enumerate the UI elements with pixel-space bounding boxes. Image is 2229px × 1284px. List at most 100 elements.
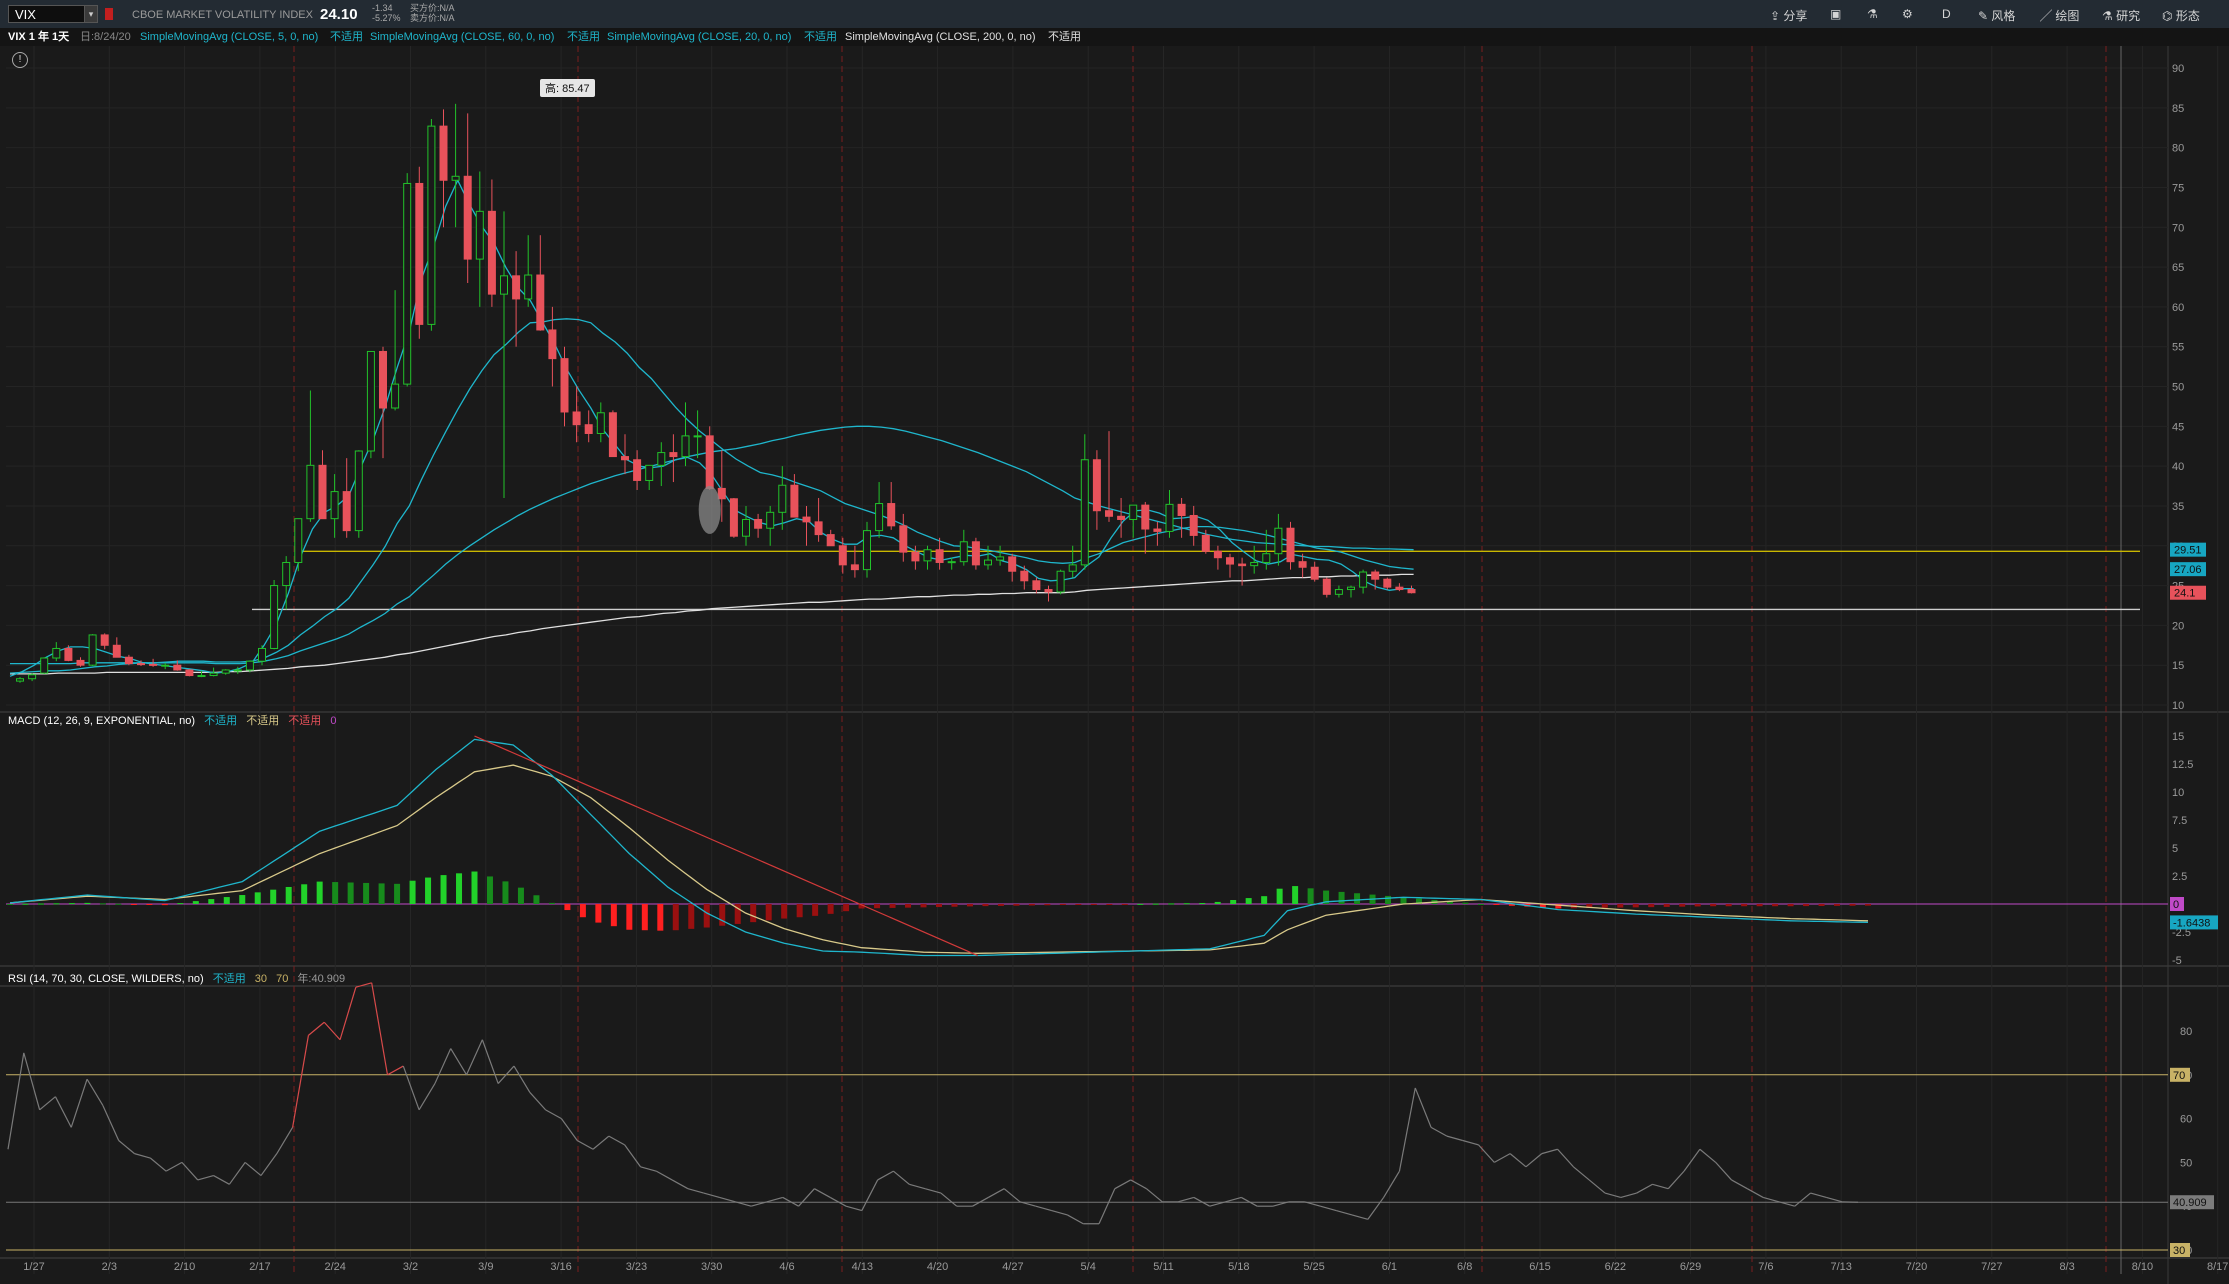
symbol-input[interactable]: VIX <box>8 5 98 23</box>
macd-histogram-bar <box>99 903 106 905</box>
gear-icon[interactable]: ⚙ <box>1902 7 1913 21</box>
date-tick-label: 4/20 <box>927 1261 948 1273</box>
rsi-segment <box>1747 1188 1764 1198</box>
study-sma5[interactable]: SimpleMovingAvg (CLOSE, 5, 0, no) <box>140 31 319 43</box>
price-tick-label: 70 <box>2172 222 2184 234</box>
symbol-dropdown-button[interactable]: ▾ <box>84 5 98 23</box>
candle-body <box>935 549 944 563</box>
study-sma60[interactable]: SimpleMovingAvg (CLOSE, 60, 0, no) <box>370 31 555 43</box>
macd-histogram-bar <box>533 895 540 904</box>
macd-tag <box>2170 897 2184 911</box>
macd-histogram-bar <box>874 904 881 909</box>
candle-body <box>1201 534 1210 552</box>
candle-body <box>560 358 569 413</box>
patterns-button[interactable]: ⌬ 形态 <box>2162 9 2200 23</box>
rsi-segment <box>513 1065 531 1093</box>
candle-body <box>282 561 291 587</box>
macd-histogram-bar <box>1106 904 1113 905</box>
style-button[interactable]: ✎ 风格 <box>1978 9 2016 23</box>
rsi-segment <box>1652 1183 1669 1190</box>
macd-label[interactable]: MACD (12, 26, 9, EXPONENTIAL, no) <box>8 715 196 727</box>
macd-histogram-bar <box>1354 893 1361 904</box>
macd-histogram-bar <box>1230 900 1237 904</box>
candle-body <box>863 530 871 571</box>
price-tick-label: 65 <box>2172 262 2184 274</box>
candle-body <box>16 678 24 682</box>
pattern-icon: ⌬ <box>2162 9 2173 23</box>
flask-study-icon: ⚗ <box>2102 9 2113 23</box>
rsi-segment <box>1636 1183 1653 1194</box>
candle-body <box>1383 578 1392 588</box>
candle-body <box>1238 563 1247 567</box>
rsi-segment <box>228 1162 246 1185</box>
macd-histogram-bar <box>1090 904 1097 905</box>
timeframe-button[interactable]: D <box>1942 7 1951 21</box>
macd-histogram-bar <box>1725 904 1732 907</box>
date-tick-label: 4/13 <box>852 1261 873 1273</box>
rsi-label[interactable]: RSI (14, 70, 30, CLOSE, WILDERS, no) <box>8 973 204 985</box>
macd-histogram-bar <box>1276 888 1283 904</box>
date-tick-label: 7/6 <box>1758 1261 1773 1273</box>
macd-histogram-bar <box>378 883 385 904</box>
study-sma200[interactable]: SimpleMovingAvg (CLOSE, 200, 0, no) <box>845 31 1036 43</box>
macd-histogram-bar <box>332 882 339 904</box>
price-tick-label: 20 <box>2172 620 2184 632</box>
macd-histogram-bar <box>1446 901 1453 904</box>
macd-histogram-bar <box>905 904 912 908</box>
rsi-segment <box>70 1078 88 1128</box>
rsi-segment <box>893 1170 910 1185</box>
candle-body <box>487 210 496 295</box>
drawing-button[interactable]: ╱ 绘图 <box>2040 9 2080 23</box>
candle-body <box>621 456 629 461</box>
rsi-segment <box>560 1118 578 1141</box>
macd-histogram-bar <box>1741 904 1748 907</box>
candle-body <box>959 541 968 563</box>
chart-timeframe-label[interactable]: VIX 1 年 1天 <box>8 31 70 43</box>
flask-icon[interactable]: ⚗ <box>1867 7 1878 21</box>
macd-histogram-bar <box>316 881 323 904</box>
flag-icon[interactable] <box>105 8 113 20</box>
date-tick-label: 3/30 <box>701 1261 722 1273</box>
macd-histogram-bar <box>1694 904 1701 907</box>
rsi-segment <box>1051 1210 1068 1216</box>
macd-histogram-bar <box>1834 904 1841 906</box>
candle-body <box>1129 504 1138 520</box>
info-icon[interactable]: ! <box>12 52 28 68</box>
macd-histogram-bar <box>22 903 29 905</box>
rsi-tag-label: 30 <box>2173 1245 2185 1257</box>
rsi-segment <box>165 1161 183 1172</box>
rsi-segment <box>1430 1126 1448 1137</box>
rsi-segment <box>1731 1179 1748 1190</box>
macd-histogram-bar <box>223 897 230 904</box>
candle-body <box>1213 550 1222 559</box>
candle-body <box>1068 564 1077 572</box>
date-tick-label: 3/16 <box>550 1261 571 1273</box>
macd-histogram-bar <box>486 876 493 904</box>
macd-tick-label: 15 <box>2172 731 2184 743</box>
macd-histogram-bar <box>502 881 509 904</box>
macd-histogram-bar <box>1261 896 1268 904</box>
candle-body <box>1395 586 1404 591</box>
date-tick-label: 5/11 <box>1153 1261 1174 1273</box>
date-tick-label: 8/3 <box>2059 1261 2074 1273</box>
candle-body <box>536 274 545 331</box>
rsi-segment <box>497 1065 515 1084</box>
grid-layout-icon[interactable]: ▣ <box>1830 7 1842 21</box>
rsi-segment <box>751 1201 768 1207</box>
candle-body <box>209 672 218 677</box>
candle-body <box>996 556 1005 561</box>
date-tick-label: 6/22 <box>1605 1261 1626 1273</box>
study-sma20[interactable]: SimpleMovingAvg (CLOSE, 20, 0, no) <box>607 31 792 43</box>
macd-histogram-bar <box>37 903 44 905</box>
macd-histogram-bar <box>1168 903 1175 905</box>
macd-tag-label: 0 <box>2173 899 2179 911</box>
rsi-segment <box>1446 1135 1463 1142</box>
price-tick-label: 80 <box>2172 143 2184 155</box>
macd-histogram-bar <box>750 904 757 923</box>
chart-area[interactable]: 1/27 2/3 2/10 2/17 2/24 3/2 3/9 3/16 3/23 3/30 4/6… <box>0 46 2229 1284</box>
studies-button[interactable]: ⚗ 研究 <box>2102 9 2141 23</box>
share-button[interactable]: ⇪ 分享 <box>1770 9 1808 23</box>
candle-body <box>669 452 678 458</box>
macd-histogram-bar <box>347 882 354 904</box>
rsi-segment <box>244 1161 262 1177</box>
